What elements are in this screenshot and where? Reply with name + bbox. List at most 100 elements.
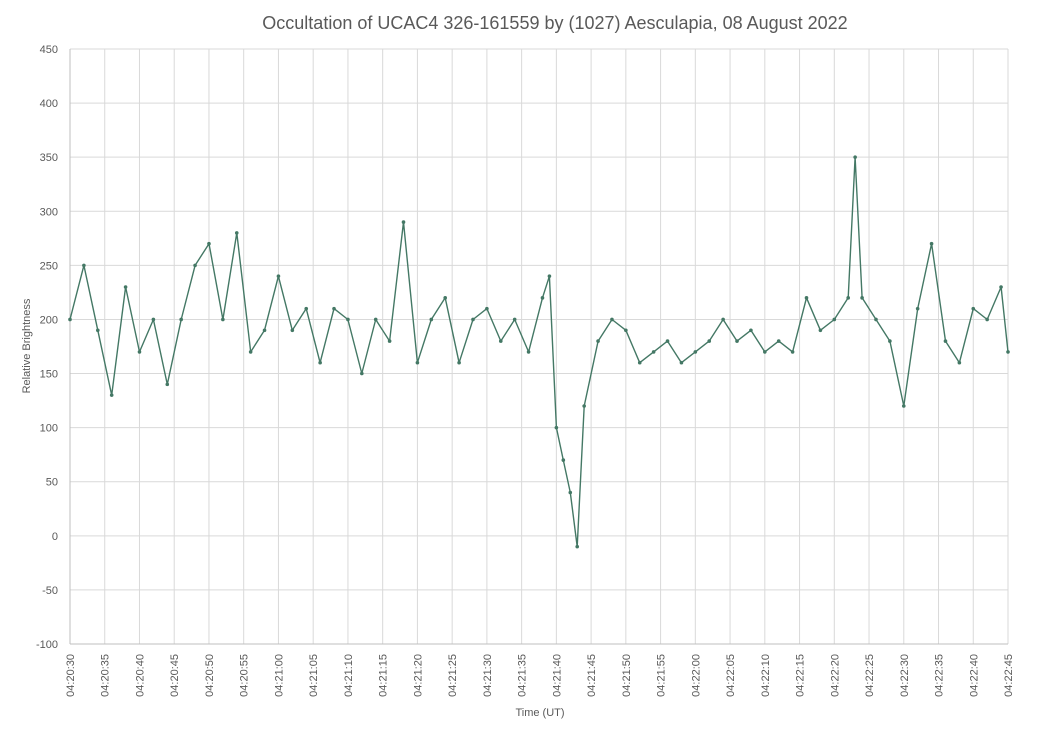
data-point — [957, 360, 962, 365]
data-point — [429, 317, 434, 322]
x-tick-label: 04:21:30 — [482, 654, 494, 697]
x-tick-label: 04:22:00 — [690, 654, 702, 697]
y-tick-label: 450 — [40, 44, 58, 56]
data-point — [1006, 350, 1010, 354]
y-tick-label: 50 — [46, 477, 58, 489]
data-point — [721, 317, 725, 322]
data-point — [540, 296, 545, 300]
gridlines — [69, 48, 1009, 645]
data-point — [443, 296, 448, 300]
y-tick-label: 0 — [52, 531, 58, 543]
x-tick-label: 04:22:05 — [725, 654, 737, 697]
x-tick-label: 04:21:20 — [412, 654, 424, 697]
data-point — [790, 350, 795, 354]
y-tick-label: 250 — [40, 260, 58, 272]
data-point — [561, 458, 566, 462]
tick-labels: -100 -50 0 50 100 150 200 250 300 350 400 450 04:20:… — [36, 44, 1015, 697]
data-point — [999, 285, 1003, 289]
data-point — [582, 404, 586, 408]
x-tick-label: 04:21:40 — [551, 654, 563, 697]
data-point — [221, 317, 225, 322]
x-tick-label: 04:22:35 — [934, 654, 946, 697]
y-tick-label: 400 — [40, 98, 58, 110]
x-tick-label: 04:20:35 — [100, 654, 112, 697]
data-point — [415, 360, 420, 365]
chart-title: Occultation of UCAC4 326-161559 by (1027… — [262, 13, 847, 33]
x-axis-label: Time (UT) — [515, 707, 564, 719]
data-point — [471, 317, 475, 322]
data-point — [318, 360, 322, 365]
x-tick-label: 04:20:50 — [204, 654, 216, 697]
data-point — [68, 317, 72, 322]
data-point — [776, 339, 781, 343]
data-point — [637, 360, 642, 365]
y-tick-label: -100 — [36, 639, 58, 651]
data-point — [596, 339, 600, 343]
data-point — [693, 350, 698, 354]
data-point — [332, 306, 336, 311]
data-point — [679, 360, 684, 365]
data-point — [547, 274, 552, 278]
data-point — [387, 339, 392, 343]
data-point — [109, 393, 114, 397]
data-point — [165, 382, 170, 387]
data-point — [512, 317, 517, 322]
data-point — [526, 350, 531, 354]
data-point — [304, 306, 309, 311]
y-tick-label: 200 — [40, 314, 58, 326]
data-point — [610, 317, 614, 322]
series-layer — [68, 155, 1010, 549]
data-point — [193, 263, 197, 268]
x-tick-label: 04:20:30 — [65, 654, 77, 697]
data-point — [804, 296, 809, 300]
x-tick-label: 04:22:30 — [899, 654, 911, 697]
x-tick-label: 04:20:45 — [169, 654, 181, 697]
x-tick-label: 04:22:15 — [795, 654, 807, 697]
data-point — [763, 350, 767, 354]
x-tick-label: 04:20:55 — [239, 654, 251, 697]
x-tick-label: 04:21:10 — [343, 654, 355, 697]
data-point — [568, 490, 573, 495]
x-tick-label: 04:22:45 — [1003, 654, 1015, 697]
data-point — [498, 339, 503, 343]
data-point — [123, 285, 128, 289]
data-point — [915, 306, 920, 311]
x-tick-label: 04:21:35 — [517, 654, 529, 697]
data-point — [234, 231, 239, 235]
data-point — [943, 339, 948, 343]
y-tick-label: 100 — [40, 423, 58, 435]
x-tick-label: 04:21:00 — [273, 654, 285, 697]
data-point — [901, 404, 906, 408]
data-point — [207, 241, 211, 246]
data-point — [624, 328, 628, 333]
data-point — [360, 371, 364, 376]
data-point — [888, 339, 892, 343]
data-point — [749, 328, 753, 333]
data-point — [985, 317, 989, 322]
data-point — [248, 350, 253, 354]
data-point — [846, 296, 850, 300]
data-point — [82, 263, 86, 268]
x-tick-label: 04:21:25 — [447, 654, 459, 697]
axes — [69, 49, 1008, 645]
data-point — [290, 328, 295, 333]
data-point — [818, 328, 823, 333]
data-point — [651, 350, 656, 354]
x-tick-label: 04:22:20 — [829, 654, 841, 697]
x-tick-label: 04:22:10 — [760, 654, 772, 697]
data-point — [457, 360, 461, 365]
data-point — [575, 544, 580, 549]
x-tick-label: 04:22:40 — [968, 654, 980, 697]
y-tick-label: -50 — [42, 585, 58, 597]
data-point — [276, 274, 281, 278]
data-point — [735, 339, 739, 343]
data-point — [485, 306, 489, 311]
data-point — [665, 339, 670, 343]
data-point — [346, 317, 350, 322]
data-point — [971, 306, 976, 311]
data-point — [929, 241, 934, 246]
y-tick-label: 300 — [40, 206, 58, 218]
data-point — [860, 296, 864, 300]
